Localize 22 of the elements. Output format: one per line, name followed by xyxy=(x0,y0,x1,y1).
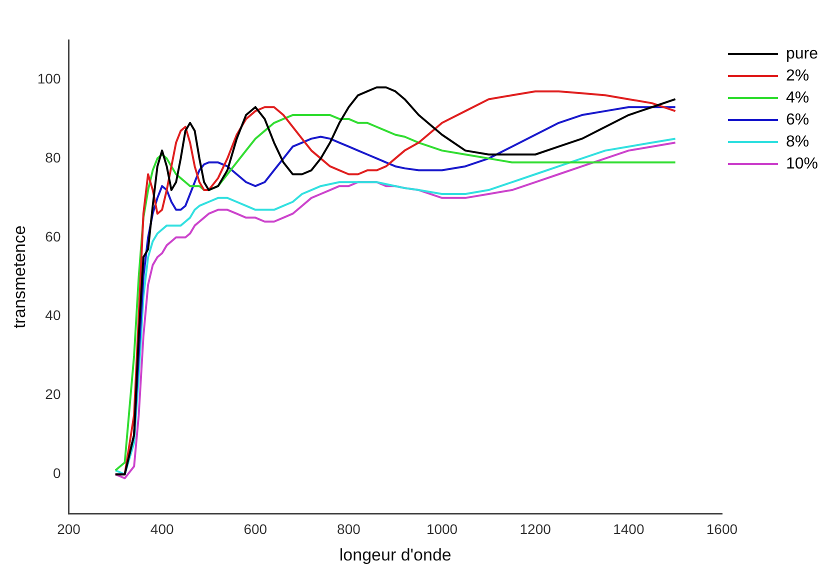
y-tick-label: 100 xyxy=(37,70,61,86)
y-axis-title: transmetence xyxy=(10,225,29,328)
y-tick-label: 20 xyxy=(45,386,61,402)
x-tick-label: 1400 xyxy=(613,521,644,538)
y-tick-label: 0 xyxy=(52,465,61,482)
x-tick-label: 600 xyxy=(244,521,268,538)
legend-label: pure xyxy=(786,45,818,62)
x-tick-label: 1600 xyxy=(706,521,738,538)
x-tick-label: 400 xyxy=(150,521,174,538)
legend-label: 2% xyxy=(786,67,810,84)
legend-label: 6% xyxy=(786,111,810,128)
x-tick-label: 800 xyxy=(337,521,361,538)
x-tick-label: 200 xyxy=(57,521,81,538)
legend-label: 4% xyxy=(786,89,810,106)
legend-label: 8% xyxy=(786,133,810,150)
x-tick-label: 1200 xyxy=(520,521,552,538)
x-tick-label: 1000 xyxy=(426,521,458,538)
y-tick-label: 40 xyxy=(45,307,61,324)
y-tick-label: 60 xyxy=(45,228,61,244)
legend-label: 10% xyxy=(786,155,818,172)
x-axis-title: longeur d'onde xyxy=(339,545,452,564)
y-tick-label: 80 xyxy=(45,149,61,166)
